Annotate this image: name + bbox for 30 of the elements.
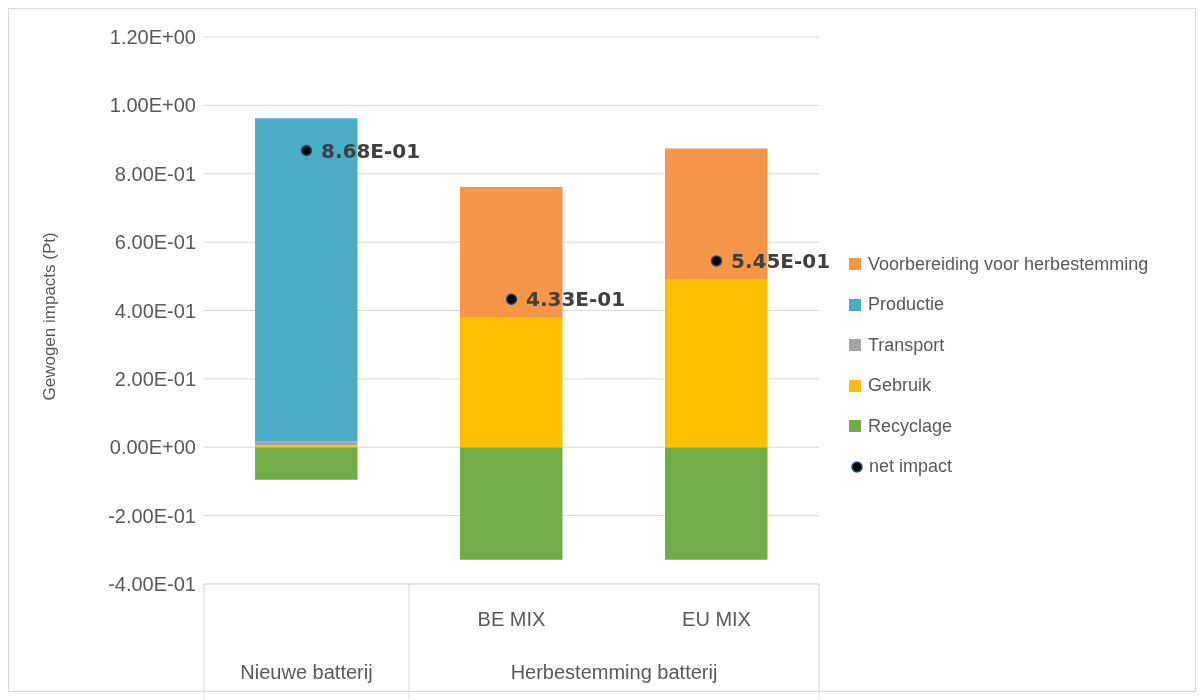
bar [255, 441, 358, 446]
y-axis-title: Gewogen impacts (Pt) [40, 232, 60, 401]
legend-label: Transport [868, 334, 945, 356]
legend-label: net impact [869, 456, 953, 478]
bar [255, 447, 358, 480]
y-tick-label: 8.00E-01 [114, 162, 196, 185]
y-tick-label: 0.00E+00 [109, 436, 196, 459]
bar [460, 317, 563, 448]
y-tick-label: 4.00E-01 [114, 299, 196, 322]
y-tick-label: 1.00E+00 [109, 94, 196, 117]
bar [460, 447, 563, 560]
text: Nieuwe batterij [240, 661, 373, 683]
y-tick-label: -4.00E-01 [108, 573, 196, 596]
legend-label: Recyclage [868, 415, 953, 437]
legend-label: Productie [868, 294, 945, 316]
point [505, 293, 518, 305]
point [300, 144, 313, 157]
y-tick-label: 6.00E-01 [114, 231, 196, 254]
bar [255, 445, 358, 448]
x-tick-label: BE MIX [477, 608, 546, 630]
text: Herbestemming batterij [510, 661, 718, 683]
y-tick-label: 2.00E-01 [114, 367, 196, 390]
x-tick-label: EU MIX [682, 608, 751, 630]
bar [665, 279, 768, 448]
legend-label: Gebruik [868, 375, 932, 397]
bar [665, 447, 768, 560]
y-tick-label: -2.00E-01 [108, 504, 196, 527]
legend-label: Voorbereiding voor herbestemming [868, 253, 1149, 275]
y-tick-label: 1.20E+00 [109, 26, 196, 49]
point [710, 255, 723, 267]
